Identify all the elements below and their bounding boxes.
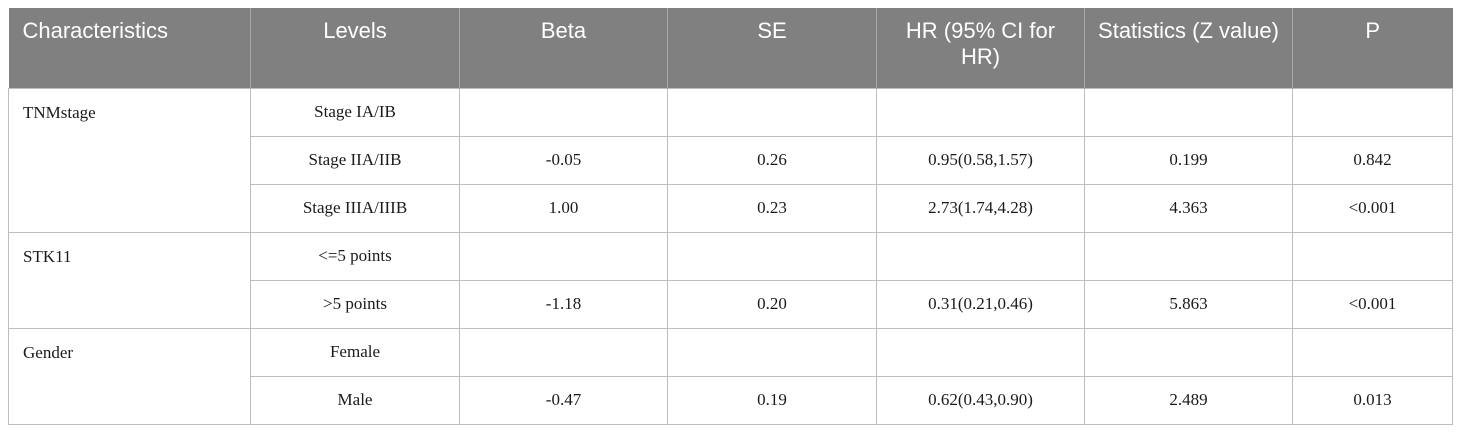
beta-cell: -1.18: [459, 279, 668, 329]
z-cell: 0.199: [1084, 135, 1293, 185]
level-cell: Male: [250, 375, 460, 425]
table-body: TNMstage Stage IA/IB Stage IIA/IIB -0.05…: [8, 87, 1453, 425]
header-statistics: Statistics (Z value): [1084, 8, 1293, 88]
level-cell: <=5 points: [250, 231, 460, 281]
header-row: Characteristics Levels Beta SE HR (95% C…: [8, 8, 1453, 88]
beta-cell: 1.00: [459, 183, 668, 233]
table-row: >5 points -1.18 0.20 0.31(0.21,0.46) 5.8…: [9, 279, 1453, 329]
p-cell: [1292, 87, 1453, 137]
z-cell: 2.489: [1084, 375, 1293, 425]
beta-cell: -0.05: [459, 135, 668, 185]
table-row: Gender Female: [8, 327, 1453, 425]
p-cell: [1292, 327, 1453, 377]
table-row: Stage IIIA/IIIB 1.00 0.23 2.73(1.74,4.28…: [9, 183, 1453, 233]
table-row: Male -0.47 0.19 0.62(0.43,0.90) 2.489 0.…: [9, 375, 1453, 425]
p-cell: <0.001: [1292, 279, 1453, 329]
beta-cell: -0.47: [459, 375, 668, 425]
p-cell: [1292, 231, 1453, 281]
hr-cell: 2.73(1.74,4.28): [876, 183, 1085, 233]
z-cell: 5.863: [1084, 279, 1293, 329]
se-cell: 0.20: [667, 279, 877, 329]
table-row: Stage IIA/IIB -0.05 0.26 0.95(0.58,1.57)…: [9, 135, 1453, 185]
table-row: STK11 <=5 points: [8, 231, 1453, 329]
hr-cell: 0.31(0.21,0.46): [876, 279, 1085, 329]
p-cell: <0.001: [1292, 183, 1453, 233]
hr-cell: [876, 87, 1085, 137]
characteristic-cell: Gender: [8, 327, 251, 425]
z-cell: [1084, 327, 1293, 377]
header-se: SE: [667, 8, 877, 88]
hr-cell: [876, 231, 1085, 281]
table-row: TNMstage Stage IA/IB: [8, 87, 1453, 233]
table-header: Characteristics Levels Beta SE HR (95% C…: [8, 8, 1453, 88]
se-cell: 0.26: [667, 135, 877, 185]
se-cell: [667, 327, 877, 377]
characteristic-cell: STK11: [8, 231, 251, 329]
se-cell: [667, 231, 877, 281]
se-cell: [667, 87, 877, 137]
se-cell: 0.23: [667, 183, 877, 233]
hr-cell: 0.62(0.43,0.90): [876, 375, 1085, 425]
z-cell: [1084, 87, 1293, 137]
p-cell: 0.842: [1292, 135, 1453, 185]
header-levels: Levels: [250, 8, 460, 88]
hr-cell: 0.95(0.58,1.57): [876, 135, 1085, 185]
header-beta: Beta: [459, 8, 668, 88]
header-characteristics: Characteristics: [8, 8, 251, 88]
hr-cell: [876, 327, 1085, 377]
level-cell: >5 points: [250, 279, 460, 329]
level-cell: Stage IIIA/IIIB: [250, 183, 460, 233]
z-cell: [1084, 231, 1293, 281]
level-cell: Stage IIA/IIB: [250, 135, 460, 185]
se-cell: 0.19: [667, 375, 877, 425]
p-cell: 0.013: [1292, 375, 1453, 425]
cox-regression-table-container: Characteristics Levels Beta SE HR (95% C…: [8, 8, 1453, 425]
z-cell: 4.363: [1084, 183, 1293, 233]
beta-cell: [459, 87, 668, 137]
beta-cell: [459, 327, 668, 377]
header-p: P: [1292, 8, 1453, 88]
characteristic-cell: TNMstage: [8, 87, 251, 233]
level-cell: Stage IA/IB: [250, 87, 460, 137]
beta-cell: [459, 231, 668, 281]
level-cell: Female: [250, 327, 460, 377]
cox-regression-table: Characteristics Levels Beta SE HR (95% C…: [8, 8, 1453, 425]
header-hr: HR (95% CI for HR): [876, 8, 1085, 88]
